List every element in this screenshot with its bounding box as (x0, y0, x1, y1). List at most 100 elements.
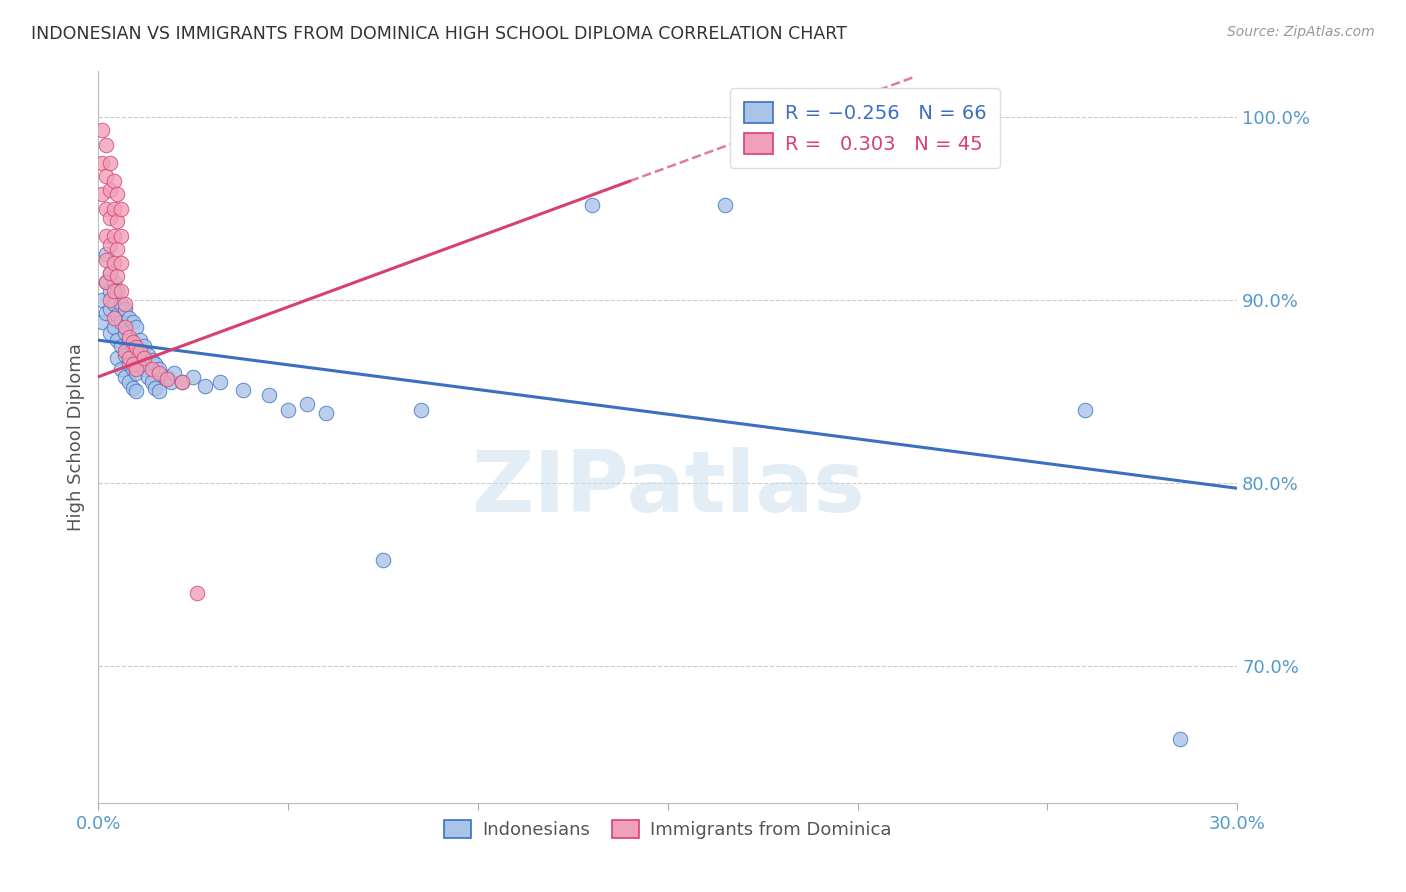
Point (110, 338, 132, 352)
Point (411, 402, 433, 417)
Legend: Indonesians, Immigrants from Dominica: Indonesians, Immigrants from Dominica (437, 813, 898, 847)
Point (183, 369, 205, 384)
Point (91, 155, 114, 169)
Point (110, 284, 132, 298)
Point (91, 186, 114, 201)
Point (114, 344, 136, 359)
Point (107, 186, 129, 201)
Point (110, 256, 132, 270)
Point (129, 357, 152, 371)
Point (98, 301, 121, 316)
Point (1074, 402, 1097, 417)
Point (156, 371, 179, 385)
Point (132, 338, 155, 352)
Point (170, 375, 193, 389)
Point (315, 406, 337, 420)
Point (98, 183, 121, 197)
Point (103, 275, 125, 289)
Point (186, 585, 208, 599)
Point (103, 320, 125, 334)
Point (148, 384, 170, 399)
Point (125, 362, 148, 376)
Point (110, 315, 132, 329)
Point (114, 301, 136, 316)
Point (118, 357, 141, 371)
Point (259, 388, 281, 402)
Point (103, 228, 125, 243)
Point (103, 202, 125, 216)
Point (194, 379, 217, 393)
Text: INDONESIAN VS IMMIGRANTS FROM DOMINICA HIGH SCHOOL DIPLOMA CORRELATION CHART: INDONESIAN VS IMMIGRANTS FROM DOMINICA H… (31, 25, 846, 43)
Point (121, 357, 143, 371)
Point (107, 269, 129, 284)
Point (103, 311, 125, 326)
Point (110, 202, 132, 216)
Point (91, 315, 114, 329)
Text: Source: ZipAtlas.com: Source: ZipAtlas.com (1227, 25, 1375, 39)
Y-axis label: High School Diploma: High School Diploma (66, 343, 84, 531)
Point (148, 366, 170, 380)
Point (98, 211, 121, 225)
Point (114, 348, 136, 362)
Point (1170, 731, 1192, 746)
Point (98, 293, 121, 307)
Point (94, 169, 117, 183)
Point (107, 214, 129, 228)
Point (714, 198, 737, 212)
Point (114, 326, 136, 340)
Point (98, 265, 121, 279)
Point (103, 284, 125, 298)
Point (125, 384, 148, 399)
Point (118, 311, 141, 326)
Point (114, 320, 136, 334)
Point (136, 369, 159, 384)
Point (170, 375, 193, 389)
Point (132, 351, 155, 366)
Point (141, 353, 163, 368)
Point (94, 275, 117, 289)
Point (94, 202, 117, 216)
Point (208, 375, 231, 389)
Point (118, 333, 141, 347)
Point (114, 296, 136, 310)
Point (91, 123, 114, 137)
Point (136, 348, 159, 362)
Point (121, 334, 143, 349)
Point (371, 552, 394, 566)
Point (103, 174, 125, 188)
Point (91, 293, 114, 307)
Point (132, 362, 155, 376)
Point (107, 242, 129, 256)
Point (145, 381, 167, 395)
Text: ZIPatlas: ZIPatlas (471, 447, 865, 530)
Point (103, 256, 125, 270)
Point (110, 228, 132, 243)
Point (94, 137, 117, 152)
Point (232, 383, 254, 397)
Point (125, 341, 148, 355)
Point (98, 155, 121, 169)
Point (581, 198, 603, 212)
Point (94, 306, 117, 320)
Point (297, 397, 319, 411)
Point (118, 351, 141, 366)
Point (163, 366, 186, 380)
Point (98, 265, 121, 279)
Point (145, 357, 167, 371)
Point (121, 362, 143, 376)
Point (156, 369, 179, 384)
Point (141, 362, 163, 376)
Point (98, 238, 121, 252)
Point (107, 351, 129, 366)
Point (110, 362, 132, 376)
Point (129, 333, 152, 347)
Point (110, 296, 132, 310)
Point (107, 284, 129, 298)
Point (121, 338, 143, 352)
Point (118, 329, 141, 343)
Point (141, 375, 163, 389)
Point (121, 315, 143, 329)
Point (129, 344, 152, 359)
Point (98, 284, 121, 298)
Point (125, 320, 148, 334)
